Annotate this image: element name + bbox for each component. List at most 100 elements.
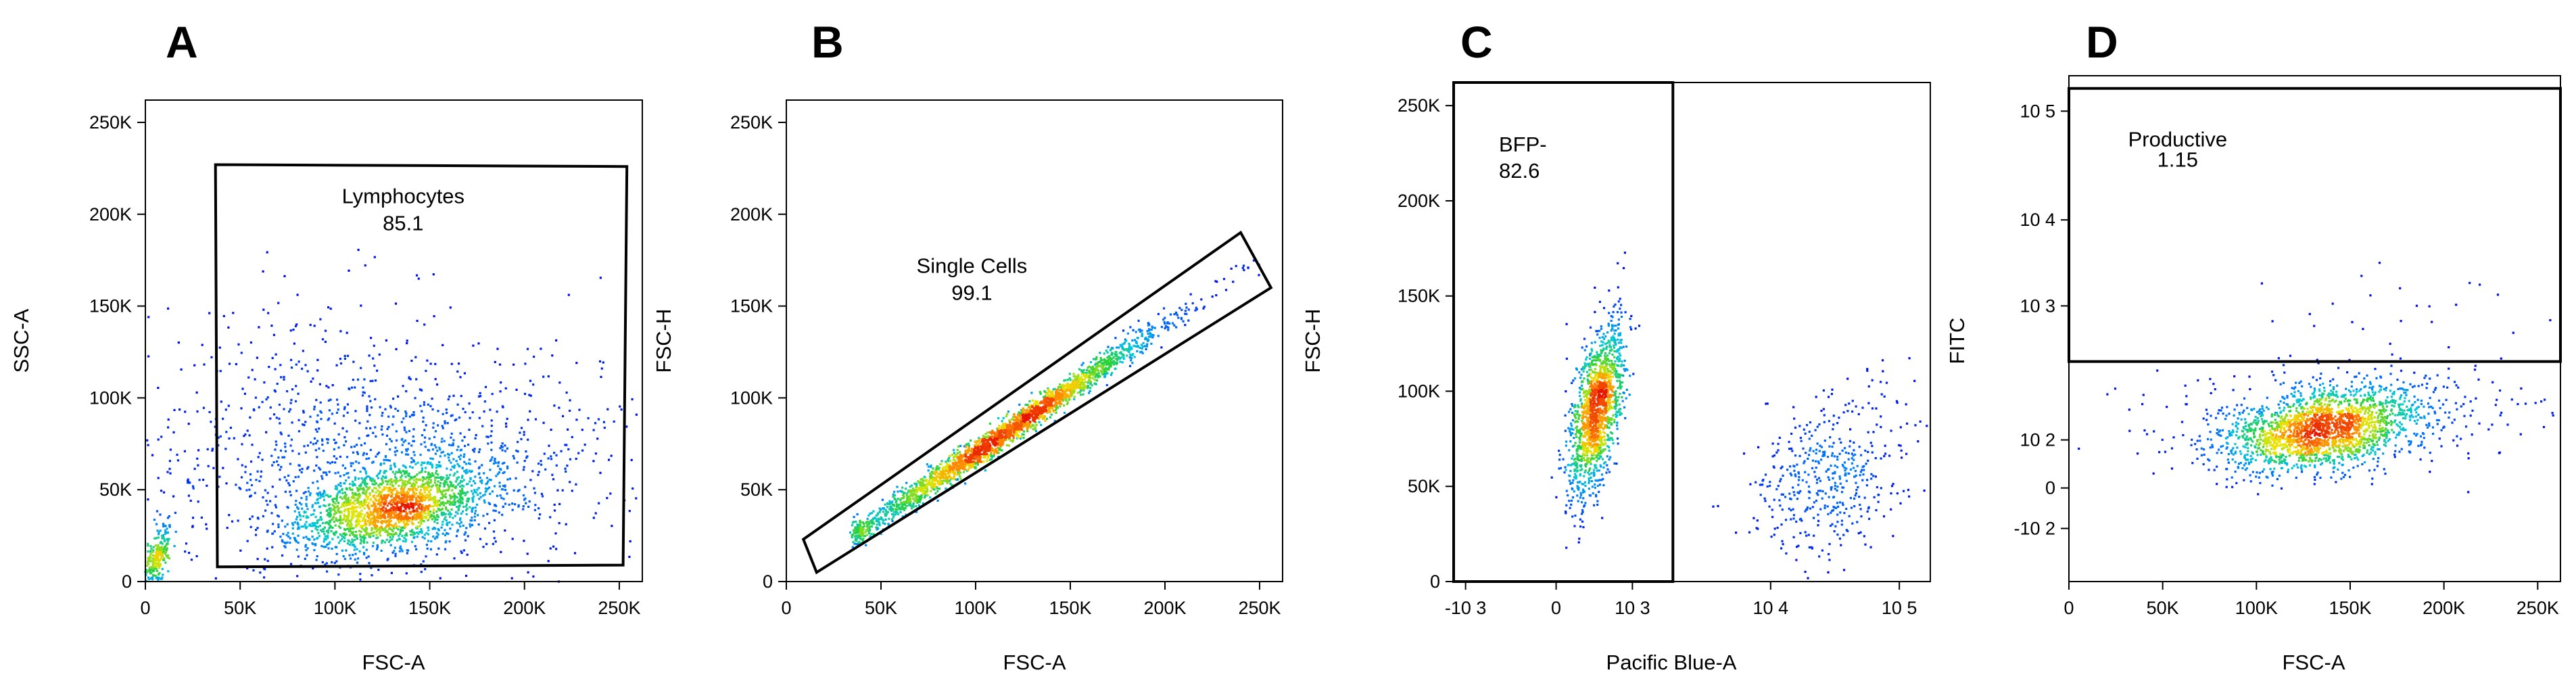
data-point <box>397 507 400 510</box>
data-point <box>462 408 464 410</box>
data-point <box>419 454 422 456</box>
data-point <box>365 452 368 455</box>
data-point <box>525 450 527 453</box>
data-point <box>360 509 363 512</box>
data-point <box>410 534 412 536</box>
data-point <box>343 491 346 494</box>
data-point <box>432 510 435 513</box>
data-point <box>358 501 360 504</box>
data-point <box>433 444 436 446</box>
data-point <box>281 554 284 557</box>
data-point <box>410 485 412 488</box>
data-point <box>1026 404 1029 406</box>
data-point <box>323 533 326 536</box>
data-point <box>338 511 341 514</box>
data-point <box>540 348 542 350</box>
data-point <box>1184 324 1187 327</box>
data-point <box>364 477 367 479</box>
data-point <box>373 504 376 507</box>
data-point <box>354 525 357 528</box>
data-point <box>421 469 423 472</box>
data-point <box>520 427 523 429</box>
data-point <box>158 558 160 561</box>
data-point <box>906 495 909 498</box>
data-point <box>366 407 368 410</box>
data-point <box>434 362 437 365</box>
data-point <box>941 470 944 473</box>
data-point <box>1157 335 1160 337</box>
data-point <box>398 534 400 537</box>
data-point <box>427 510 429 513</box>
data-point <box>1038 416 1041 419</box>
data-point <box>331 461 334 464</box>
gate-lymphocytes[interactable] <box>214 163 629 569</box>
data-point <box>471 411 474 414</box>
data-point <box>157 579 160 582</box>
data-point <box>337 446 340 449</box>
data-point <box>942 477 945 479</box>
data-point <box>352 554 354 557</box>
data-point <box>397 471 400 473</box>
data-point <box>437 464 440 467</box>
data-point <box>629 540 631 543</box>
data-point <box>364 484 366 486</box>
data-point <box>939 481 942 484</box>
data-point <box>917 504 920 507</box>
data-point <box>1031 423 1034 426</box>
data-point <box>149 557 151 559</box>
data-point <box>337 509 339 511</box>
data-point <box>302 410 305 413</box>
data-point <box>339 481 342 484</box>
data-point <box>235 484 237 486</box>
x-tick-label: 200K <box>503 598 546 618</box>
data-point <box>967 463 970 466</box>
data-point <box>383 502 386 505</box>
data-point <box>328 417 331 420</box>
data-point <box>1184 310 1187 312</box>
data-point <box>408 519 410 522</box>
data-point <box>155 562 158 565</box>
data-point <box>1169 313 1172 316</box>
data-point <box>337 433 340 435</box>
data-point <box>493 519 496 521</box>
data-point <box>1105 349 1107 352</box>
data-point <box>419 496 421 498</box>
data-point <box>424 508 427 511</box>
data-point <box>1144 345 1147 348</box>
data-point <box>371 522 373 525</box>
data-point <box>335 488 338 490</box>
data-point <box>922 488 925 491</box>
data-point <box>295 385 297 387</box>
data-point <box>431 466 434 469</box>
data-point <box>354 538 356 541</box>
data-point <box>350 508 353 511</box>
data-point <box>439 504 442 507</box>
data-point <box>235 362 237 366</box>
data-point <box>416 512 419 515</box>
data-point <box>427 533 430 536</box>
data-point <box>328 513 331 515</box>
data-point <box>288 484 291 487</box>
data-point <box>868 532 871 535</box>
data-point <box>423 461 426 464</box>
data-point <box>1080 394 1082 396</box>
data-point <box>1111 372 1114 375</box>
data-point <box>1171 322 1174 325</box>
data-point <box>343 557 346 561</box>
data-point <box>222 314 225 317</box>
data-point <box>913 499 916 502</box>
data-point <box>1080 376 1082 379</box>
data-point <box>389 519 392 522</box>
data-point <box>358 502 360 505</box>
data-point <box>418 517 421 519</box>
data-point <box>376 546 379 548</box>
data-point <box>412 532 415 534</box>
data-point <box>358 462 360 465</box>
data-point <box>258 406 260 408</box>
data-point <box>631 398 634 401</box>
data-point <box>379 521 382 523</box>
data-point <box>320 518 323 521</box>
data-point <box>1063 396 1066 399</box>
data-point <box>328 542 331 544</box>
data-point <box>435 466 437 469</box>
